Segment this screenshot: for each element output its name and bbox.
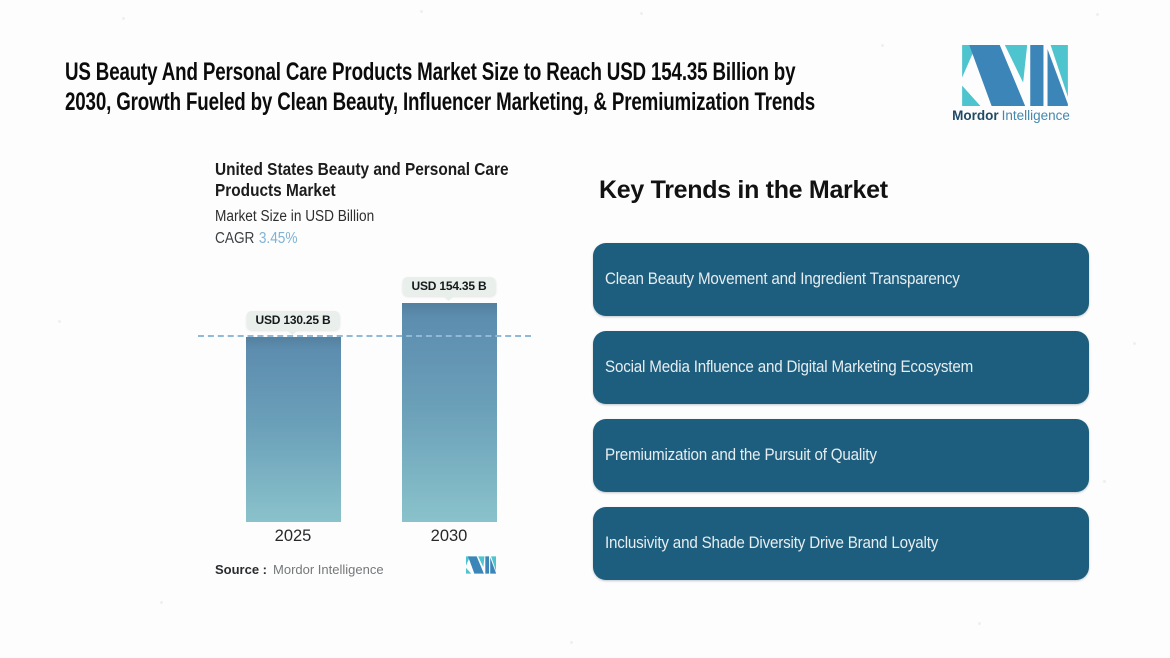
chart-title-line2: Products Market	[215, 180, 336, 200]
speck	[1096, 13, 1099, 16]
trend-buttons: Clean Beauty Movement and Ingredient Tra…	[593, 243, 1089, 580]
speck	[640, 12, 643, 15]
mordor-logo-icon	[962, 45, 1068, 106]
brand-name-light: Intelligence	[1001, 108, 1070, 123]
trend-button[interactable]: Clean Beauty Movement and Ingredient Tra…	[593, 243, 1089, 316]
trend-button-label: Social Media Influence and Digital Marke…	[605, 358, 974, 376]
cagr-value: 3.45%	[258, 230, 298, 247]
trend-button-label: Clean Beauty Movement and Ingredient Tra…	[605, 270, 960, 288]
reference-dashed-line	[198, 335, 531, 338]
bar-2030	[402, 303, 497, 522]
speck	[1103, 480, 1106, 483]
chart-title-line1: United States Beauty and Personal Care	[215, 159, 509, 179]
page-title-line1: US Beauty And Personal Care Products Mar…	[65, 58, 796, 86]
mordor-logo-icon-small	[466, 556, 496, 574]
cagr-label: CAGR	[215, 230, 255, 247]
trend-button[interactable]: Social Media Influence and Digital Marke…	[593, 331, 1089, 404]
source-row: Source : Mordor Intelligence	[215, 562, 384, 577]
trend-button-label: Inclusivity and Shade Diversity Drive Br…	[605, 534, 939, 552]
page-title: US Beauty And Personal Care Products Mar…	[65, 57, 815, 117]
x-axis-label-2030: 2030	[430, 527, 468, 545]
speck	[420, 10, 423, 13]
speck	[160, 601, 163, 604]
chart-header: United States Beauty and Personal Care P…	[215, 159, 509, 248]
speck	[58, 320, 61, 323]
page-title-line2: 2030, Growth Fueled by Clean Beauty, Inf…	[65, 88, 816, 116]
trend-button[interactable]: Premiumization and the Pursuit of Qualit…	[593, 419, 1089, 492]
speck	[881, 44, 884, 47]
source-value: Mordor Intelligence	[273, 562, 384, 577]
brand-wordmark: Mordor Intelligence	[946, 108, 1076, 123]
trend-button[interactable]: Inclusivity and Shade Diversity Drive Br…	[593, 507, 1089, 580]
value-label-2025: USD 130.25 B	[246, 311, 340, 331]
source-label: Source :	[215, 562, 268, 577]
speck	[570, 641, 573, 644]
chart-title: United States Beauty and Personal Care P…	[215, 159, 509, 201]
bar-2025	[246, 337, 341, 522]
speck	[978, 622, 981, 625]
value-label-2025-text: USD 130.25 B	[255, 313, 331, 328]
value-label-2030-text: USD 154.35 B	[411, 279, 487, 293]
brand-name-bold: Mordor	[952, 108, 999, 123]
value-label-2030: USD 154.35 B	[402, 277, 496, 296]
chart-subtitle: Market Size in USD Billion	[215, 208, 375, 225]
speck	[122, 17, 125, 20]
chart-cagr: CAGR 3.45%	[215, 230, 509, 248]
trends-heading: Key Trends in the Market	[599, 176, 888, 204]
trend-button-label: Premiumization and the Pursuit of Qualit…	[605, 446, 877, 464]
speck	[1133, 342, 1136, 345]
brand-logo: Mordor Intelligence	[946, 45, 1076, 123]
x-axis-label-2025: 2025	[274, 527, 312, 545]
